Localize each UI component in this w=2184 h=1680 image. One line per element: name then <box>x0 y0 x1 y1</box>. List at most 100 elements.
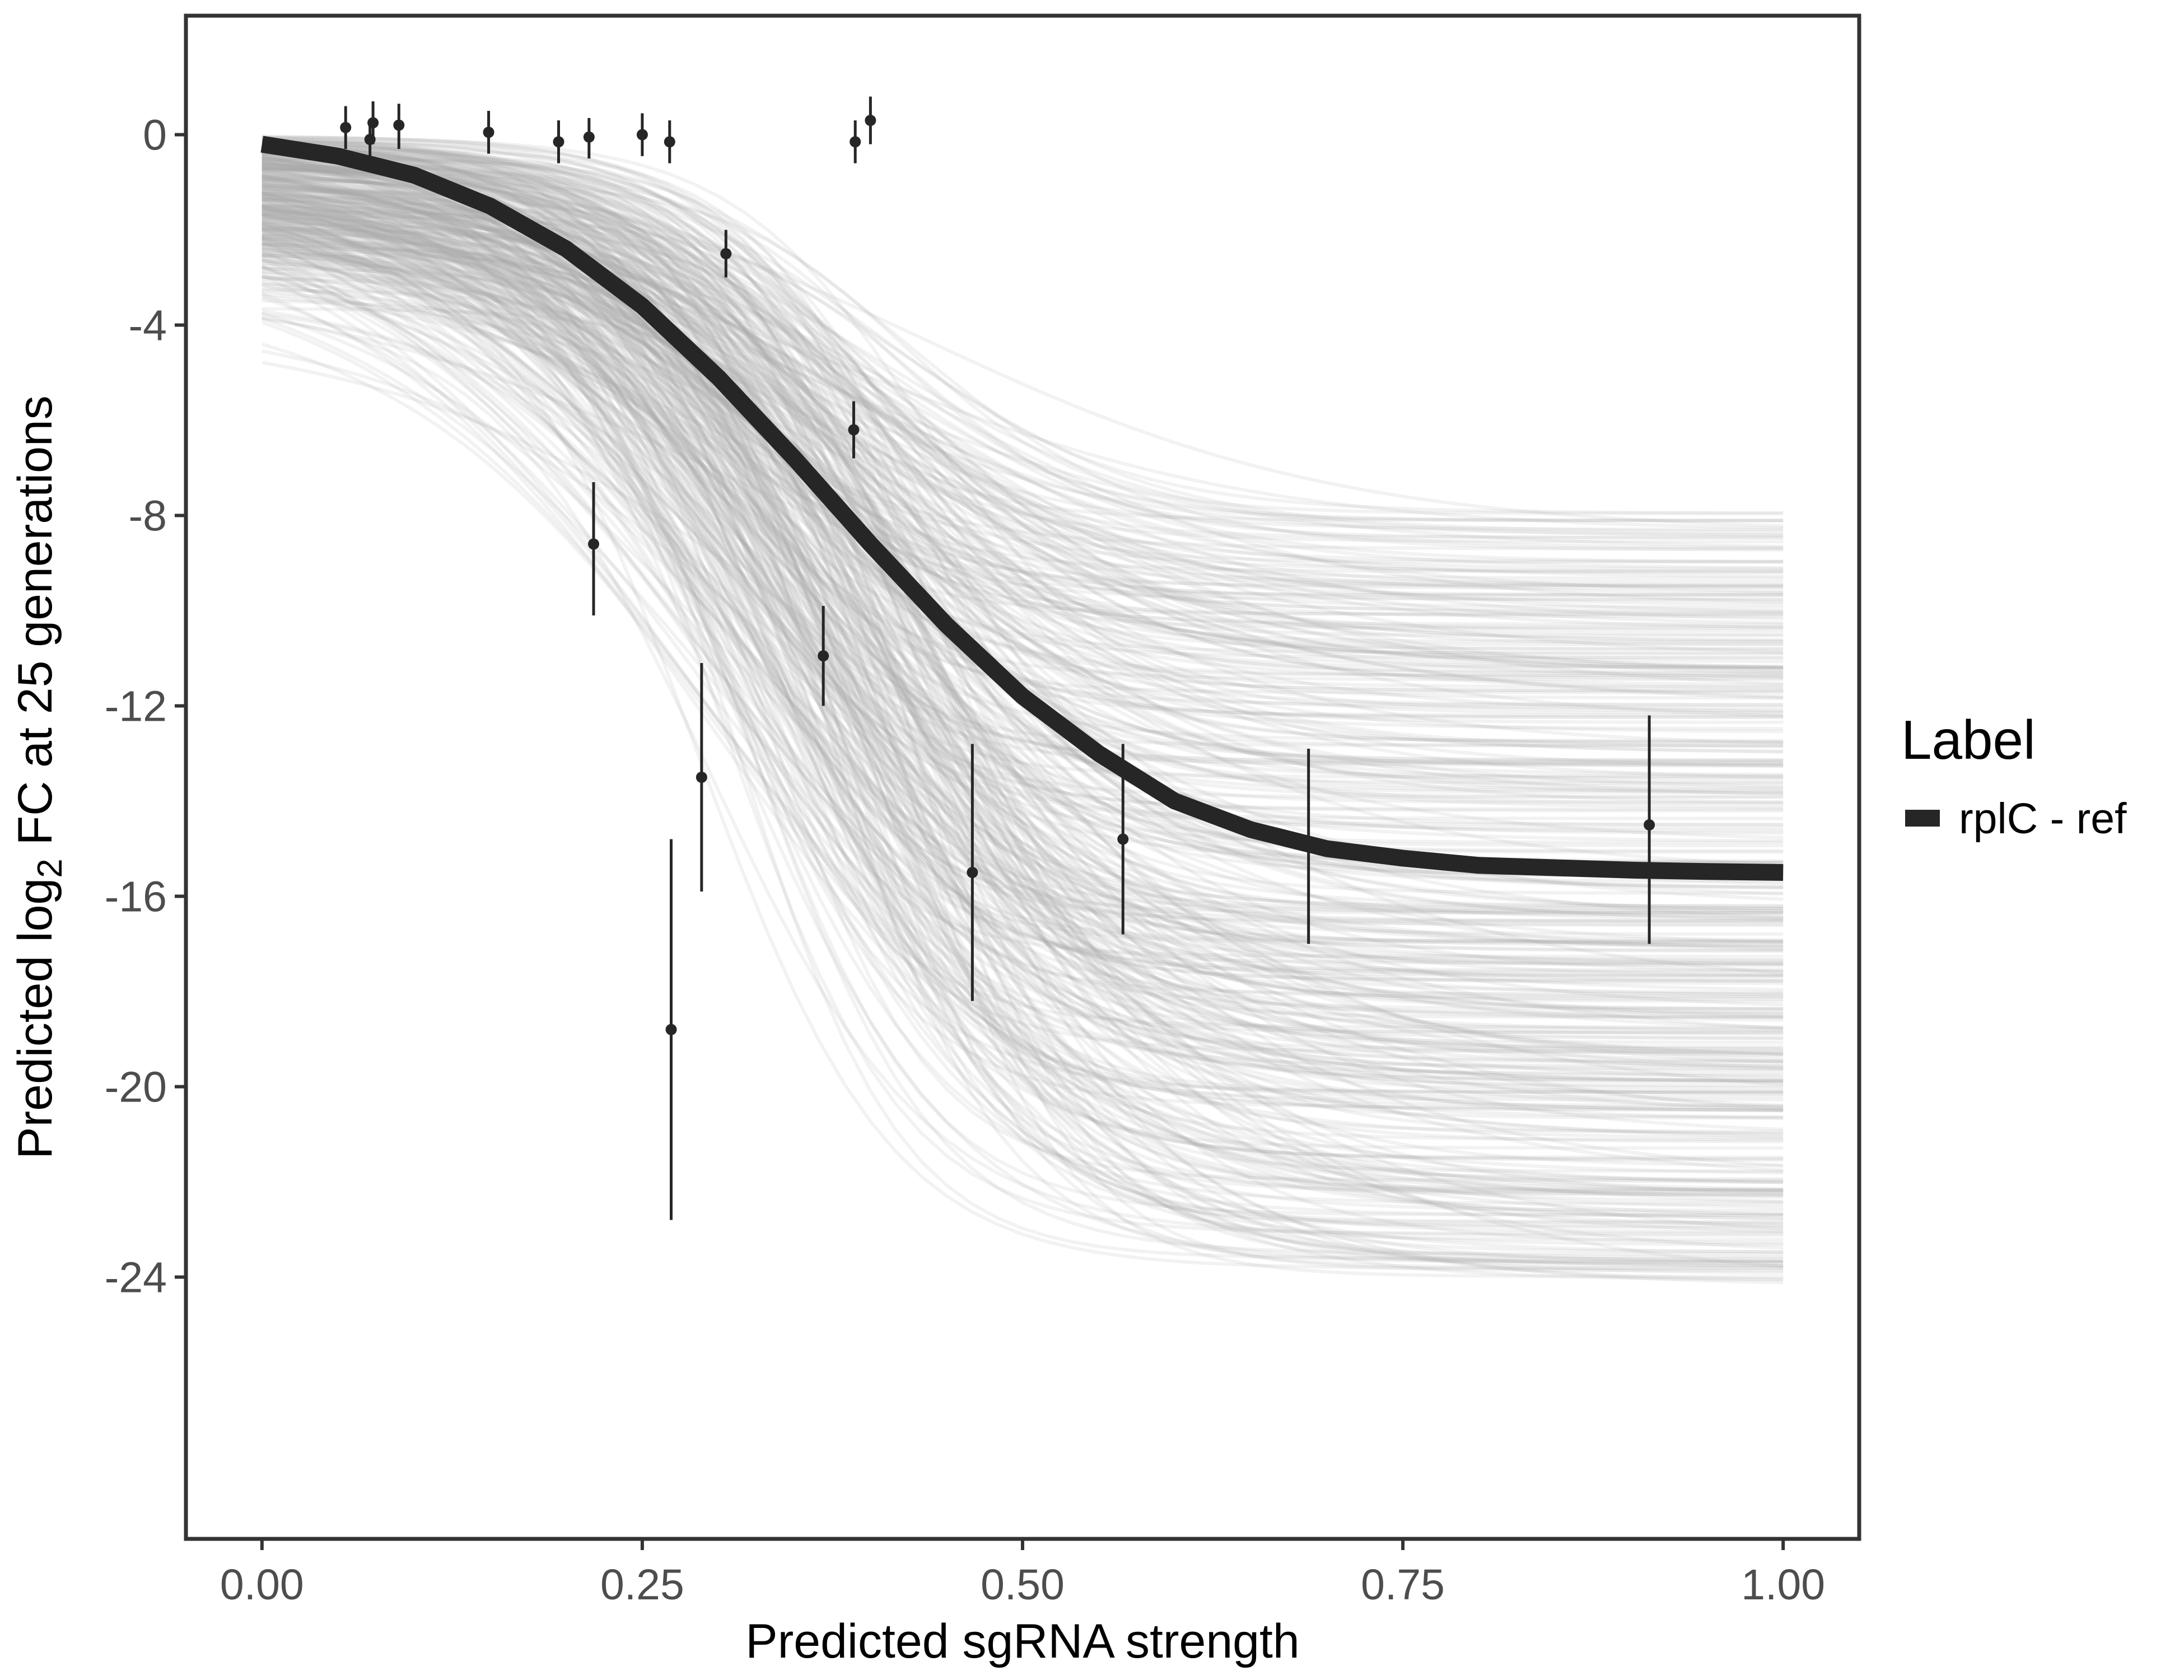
posterior-draw-line <box>262 262 1784 1194</box>
posterior-draw-line <box>262 147 1784 522</box>
posterior-draw-line <box>262 140 1784 1228</box>
posterior-draw-line <box>262 221 1784 1086</box>
posterior-draw-line <box>262 221 1784 1094</box>
posterior-draw-line <box>262 165 1784 522</box>
y-axis-title-part-1: Predicted log <box>8 878 62 1159</box>
posterior-draw-line <box>262 199 1784 1033</box>
y-tick-label: 0 <box>143 111 167 160</box>
posterior-draw-line <box>262 234 1784 1256</box>
posterior-draw-line <box>262 208 1784 659</box>
posterior-draw-line <box>262 135 1784 670</box>
posterior-draw-line <box>262 151 1784 926</box>
posterior-draw-line <box>261 236 1784 1080</box>
posterior-draw-line <box>262 225 1784 578</box>
posterior-draw-line <box>262 189 1784 692</box>
y-tick-label: -24 <box>105 1254 167 1302</box>
posterior-draw-line <box>262 227 1784 718</box>
posterior-draw-line <box>262 217 1784 835</box>
posterior-draw-line <box>262 292 1784 698</box>
posterior-draw-line <box>261 240 1784 1030</box>
posterior-draw-line <box>262 197 1784 795</box>
fit-curve-layer <box>260 136 1784 881</box>
posterior-draw-line <box>262 197 1784 1161</box>
posterior-draw-line <box>262 232 1784 550</box>
posterior-draw-line <box>262 228 1784 844</box>
posterior-draw-line <box>261 225 1784 965</box>
posterior-draw-line <box>262 196 1784 1231</box>
posterior-draw-line <box>262 191 1784 999</box>
data-point <box>720 230 732 278</box>
point-marker <box>696 772 707 783</box>
posterior-draw-line <box>262 203 1784 595</box>
plot-panel-border <box>184 13 1861 1541</box>
posterior-draw-line <box>262 210 1784 668</box>
posterior-draw-line <box>262 307 1784 854</box>
posterior-draw-line <box>262 178 1784 779</box>
posterior-draw-line <box>261 228 1784 1109</box>
posterior-draw-line <box>262 316 1784 670</box>
posterior-draw-line <box>262 202 1784 1285</box>
point-marker <box>850 136 861 148</box>
posterior-draw-line <box>262 228 1784 1268</box>
y-axis-title: Predicted log2 FC at 25 generations <box>8 395 69 1159</box>
legend: Label rplC - ref <box>1901 709 2127 843</box>
data-point <box>818 606 829 706</box>
posterior-draw-line <box>261 264 1784 951</box>
posterior-draw-line <box>262 169 1784 1044</box>
posterior-draw-line <box>262 270 1784 784</box>
posterior-draw-line <box>262 288 1784 630</box>
posterior-draw-line <box>262 182 1784 1019</box>
posterior-draw-line <box>262 254 1784 1254</box>
posterior-draw-line <box>262 232 1784 962</box>
posterior-draw-line <box>262 169 1784 1082</box>
posterior-draw-line <box>262 172 1784 654</box>
posterior-draw-line <box>262 163 1784 1051</box>
posterior-draw-line <box>262 163 1784 1224</box>
point-marker <box>664 136 675 148</box>
point-marker <box>665 1024 677 1035</box>
posterior-draw-line <box>261 265 1784 1083</box>
y-tick-label: -12 <box>105 683 167 731</box>
posterior-draw-line <box>262 235 1784 1193</box>
posterior-draw-line <box>262 143 1784 671</box>
posterior-draw-line <box>262 178 1784 743</box>
y-axis-title-part-2: FC at 25 generations <box>8 395 62 858</box>
posterior-draw-line <box>262 250 1784 1261</box>
posterior-draw-line <box>262 183 1784 968</box>
posterior-draw-line <box>262 137 1784 552</box>
posterior-draw-line <box>262 169 1784 1094</box>
posterior-draw-line <box>262 136 1784 996</box>
posterior-draw-line <box>262 166 1784 911</box>
posterior-draw-line <box>262 150 1784 966</box>
posterior-draw-line <box>262 168 1784 927</box>
posterior-draw-line <box>262 162 1784 763</box>
posterior-draw-line <box>262 194 1784 1268</box>
data-point <box>1303 749 1314 944</box>
posterior-draw-line <box>262 136 1784 539</box>
posterior-draw-line <box>262 235 1784 901</box>
posterior-draw-line <box>262 158 1784 917</box>
posterior-draw-line <box>262 220 1784 827</box>
posterior-draw-line <box>262 143 1784 1135</box>
point-marker <box>720 248 732 259</box>
posterior-draw-line <box>262 140 1784 677</box>
posterior-draw-line <box>262 209 1784 1197</box>
posterior-draw-line <box>262 162 1784 1242</box>
posterior-draw-line <box>262 139 1784 983</box>
posterior-draw-line <box>262 282 1784 602</box>
x-axis: 0.00 0.25 0.50 0.75 1.00 <box>220 1541 1825 1609</box>
posterior-draw-line <box>262 155 1784 1107</box>
posterior-draw-line <box>262 213 1784 1217</box>
posterior-draw-line <box>261 185 1784 1063</box>
posterior-draw-line <box>262 221 1784 994</box>
posterior-draw-line <box>262 241 1784 762</box>
posterior-draw-line <box>262 143 1784 669</box>
posterior-draw-line <box>262 195 1784 1192</box>
posterior-draw-line <box>262 229 1784 799</box>
posterior-draw-line <box>262 219 1784 1056</box>
posterior-draw-line <box>262 236 1784 693</box>
posterior-draw-line <box>261 239 1784 1071</box>
posterior-draw-line <box>262 206 1784 978</box>
posterior-draw-line <box>262 163 1784 642</box>
